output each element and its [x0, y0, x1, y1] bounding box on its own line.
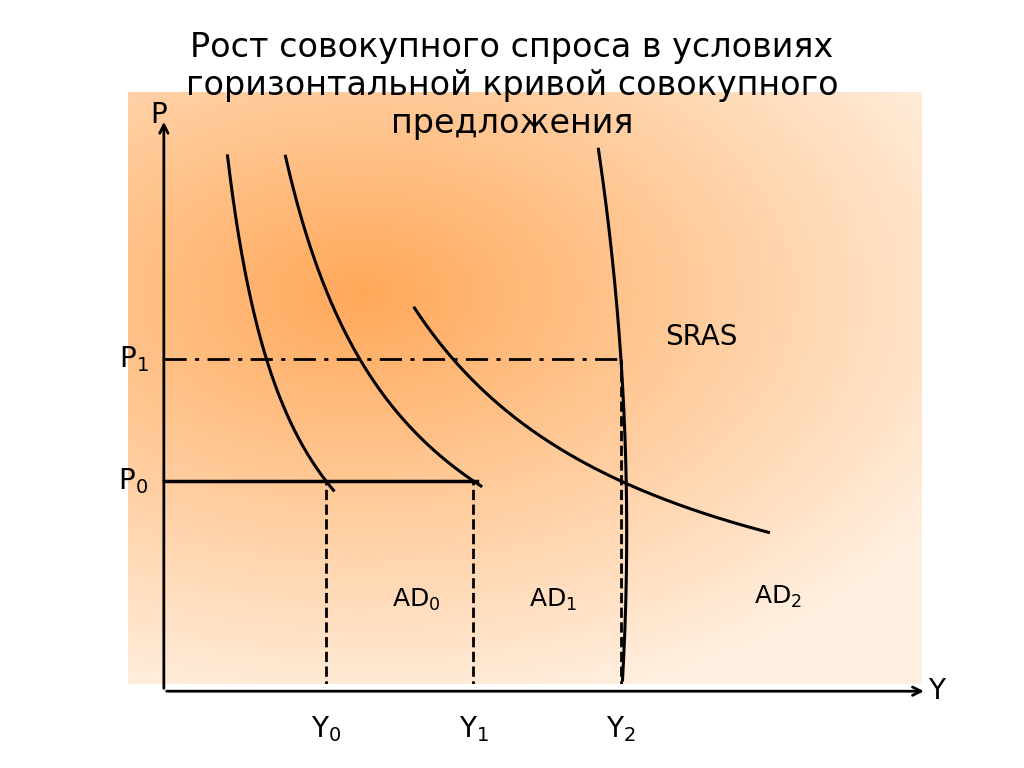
Text: Y$_0$: Y$_0$	[311, 714, 341, 744]
Text: AD$_2$: AD$_2$	[754, 584, 802, 611]
Text: Y: Y	[929, 677, 945, 705]
Text: Рост совокупного спроса в условиях
горизонтальной кривой совокупного
предложения: Рост совокупного спроса в условиях гориз…	[185, 31, 839, 140]
Text: Y$_1$: Y$_1$	[459, 714, 488, 744]
Text: SRAS: SRAS	[666, 323, 737, 351]
Text: Y$_2$: Y$_2$	[606, 714, 636, 744]
Text: P$_1$: P$_1$	[119, 345, 148, 374]
Text: AD$_1$: AD$_1$	[528, 587, 577, 613]
Text: AD$_0$: AD$_0$	[392, 587, 441, 613]
Text: P: P	[151, 101, 167, 129]
Text: P$_0$: P$_0$	[119, 466, 148, 496]
